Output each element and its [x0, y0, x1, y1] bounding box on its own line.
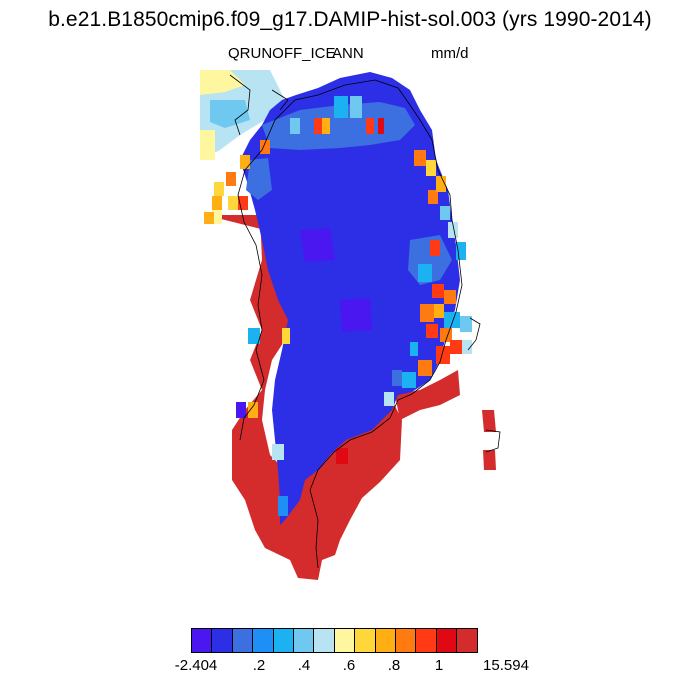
coastline — [229, 74, 501, 569]
colorbar-swatch — [192, 629, 213, 652]
colorbar-swatch — [314, 629, 335, 652]
colorbar-tick-label: .4 — [297, 657, 311, 674]
colorbar-swatch — [375, 629, 396, 652]
colorbar-swatch — [457, 629, 478, 652]
colorbar-tick-label: .2 — [252, 657, 266, 674]
ice-sheet-interior — [240, 72, 460, 525]
colorbar-swatch — [395, 629, 417, 652]
colorbar-swatch — [232, 629, 254, 652]
colorbar-swatch — [416, 629, 437, 652]
colorbar-swatch — [334, 629, 356, 652]
colorbar-tick-label: 15.594 — [483, 657, 529, 674]
colorbar-swatch — [253, 629, 274, 652]
plot-title: b.e21.B1850cmip6.f09_g17.DAMIP-hist-sol.… — [48, 8, 652, 31]
colorbar-swatch — [212, 629, 233, 652]
units-label: mm/d — [431, 45, 469, 62]
colorbar-swatch — [273, 629, 294, 652]
ellesmere-fragment — [200, 70, 285, 160]
colorbar-tick-label: .6 — [342, 657, 356, 674]
season-label: ANN — [332, 45, 364, 62]
variable-label: QRUNOFF_ICE — [228, 45, 336, 62]
colorbar-tick-label: .8 — [387, 657, 401, 674]
colorbar-swatch — [293, 629, 315, 652]
red-margin-region — [205, 215, 496, 580]
colorbar-tick-label: 1 — [434, 657, 444, 674]
margin-cells — [204, 96, 472, 516]
colorbar-swatch — [355, 629, 376, 652]
colorbar-tick-label: -2.404 — [174, 657, 218, 674]
colorbar-swatch — [436, 629, 458, 652]
colorbar — [191, 628, 479, 653]
